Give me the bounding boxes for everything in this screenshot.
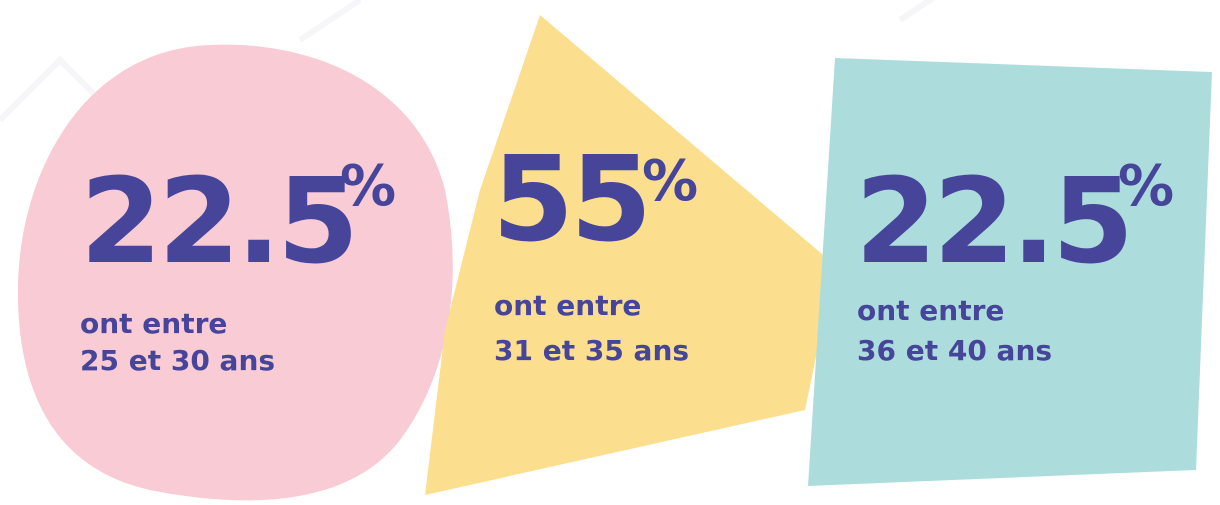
- percentage-value: 55: [492, 130, 648, 268]
- label-line: 25 et 30 ans: [80, 344, 275, 377]
- label-line: 36 et 40 ans: [857, 334, 1052, 367]
- pink-blob: [17, 44, 453, 501]
- teal-shape: [808, 58, 1212, 486]
- yellow-shape: [425, 15, 835, 495]
- percent-sign: %: [642, 149, 698, 214]
- label-line: ont entre: [80, 307, 227, 340]
- label-line: 31 et 35 ans: [494, 334, 689, 367]
- percent-sign: %: [340, 154, 396, 219]
- label-line: ont entre: [494, 289, 641, 322]
- background-pattern: [0, 0, 1160, 480]
- percentage-value: 22.5: [855, 152, 1130, 290]
- label-line: ont entre: [857, 294, 1004, 327]
- percent-sign: %: [1118, 154, 1174, 219]
- percentage-value: 22.5: [80, 152, 355, 290]
